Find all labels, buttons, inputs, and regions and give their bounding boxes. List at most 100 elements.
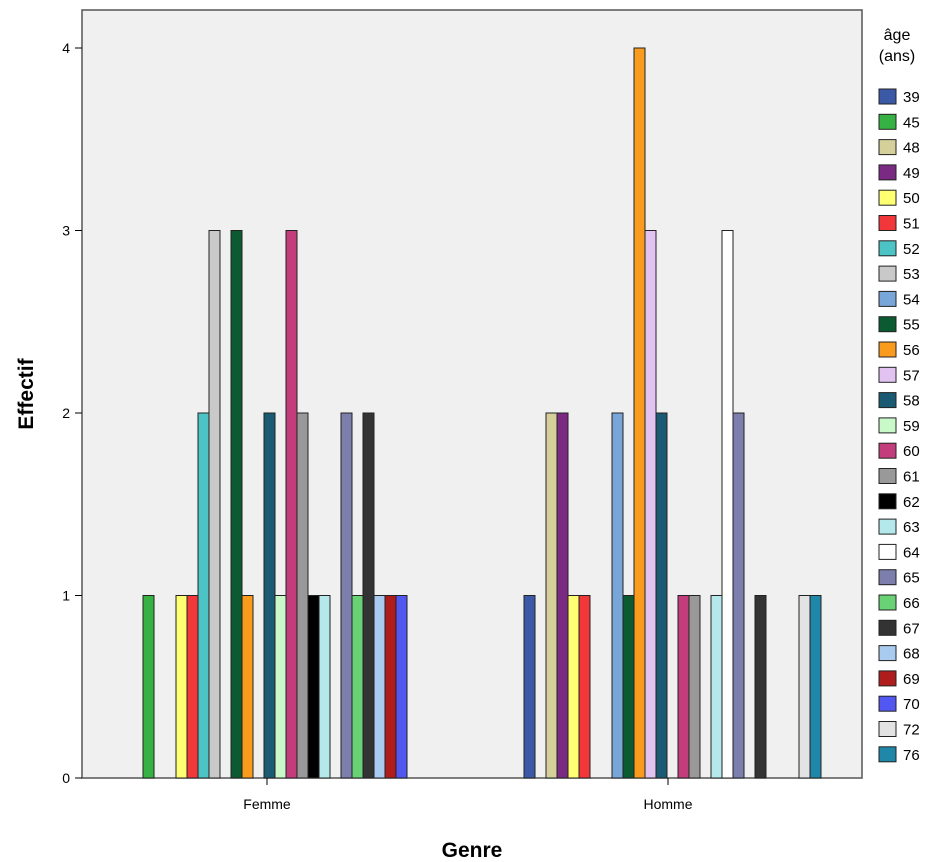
- legend-swatch-49: [878, 164, 897, 181]
- legend-swatch-59: [878, 417, 897, 434]
- bar-51-femme: [186, 595, 199, 779]
- legend-swatch-58: [878, 392, 897, 409]
- legend-title-line-2: (ans): [879, 48, 915, 65]
- bar-60-homme: [677, 595, 690, 779]
- legend-swatch-60: [878, 442, 897, 459]
- legend-swatch-65: [878, 569, 897, 586]
- bar-39-homme: [523, 595, 536, 779]
- legend-label-56: 56: [903, 342, 920, 359]
- bar-63-femme: [318, 595, 331, 779]
- bar-45-femme: [142, 595, 155, 779]
- legend-label-62: 62: [903, 494, 920, 511]
- legend-label-49: 49: [903, 165, 920, 182]
- legend-label-39: 39: [903, 89, 920, 106]
- y-tick-label: 1: [62, 588, 70, 604]
- bar-62-femme: [307, 595, 320, 779]
- legend-swatch-57: [878, 366, 897, 383]
- bar-50-homme: [567, 595, 580, 779]
- y-tick-label: 2: [62, 405, 70, 421]
- legend-label-68: 68: [903, 646, 920, 663]
- legend-swatch-55: [878, 316, 897, 333]
- legend-title-line-1: âge: [884, 27, 911, 44]
- legend-swatch-69: [878, 670, 897, 687]
- legend-label-48: 48: [903, 140, 920, 157]
- bar-60-femme: [285, 230, 298, 779]
- bar-65-femme: [340, 412, 353, 779]
- bar-63-homme: [710, 595, 723, 779]
- bar-48-homme: [545, 412, 558, 779]
- legend-swatch-66: [878, 594, 897, 611]
- bar-69-femme: [384, 595, 397, 779]
- legend-swatch-39: [878, 88, 897, 105]
- bar-56-femme: [241, 595, 254, 779]
- legend-label-59: 59: [903, 418, 920, 435]
- bar-56-homme: [633, 47, 646, 779]
- bar-65-homme: [732, 412, 745, 779]
- bar-64-homme: [721, 230, 734, 779]
- bar-72-homme: [798, 595, 811, 779]
- legend-label-50: 50: [903, 190, 920, 207]
- y-axis: 0 1 2 3 4: [62, 40, 82, 786]
- legend-swatch-53: [878, 265, 897, 282]
- bars-group: [142, 47, 822, 779]
- legend-label-54: 54: [903, 291, 920, 308]
- legend-label-55: 55: [903, 317, 920, 334]
- legend-swatch-68: [878, 645, 897, 662]
- legend-label-53: 53: [903, 266, 920, 283]
- legend-label-72: 72: [903, 722, 920, 739]
- bar-66-femme: [351, 595, 364, 779]
- legend-swatch-63: [878, 518, 897, 535]
- legend-label-69: 69: [903, 671, 920, 688]
- legend-swatch-64: [878, 543, 897, 560]
- legend-swatch-62: [878, 493, 897, 510]
- legend-swatch-56: [878, 341, 897, 358]
- bar-59-femme: [274, 595, 287, 779]
- bar-51-homme: [578, 595, 591, 779]
- legend-label-60: 60: [903, 443, 920, 460]
- legend-label-63: 63: [903, 519, 920, 536]
- legend-swatch-54: [878, 290, 897, 307]
- bar-58-homme: [655, 412, 668, 779]
- legend-label-70: 70: [903, 696, 920, 713]
- legend-swatch-76: [878, 746, 897, 763]
- x-axis: Femme Homme: [243, 778, 693, 812]
- x-tick-label: Homme: [643, 796, 692, 812]
- legend-label-67: 67: [903, 620, 920, 637]
- legend-swatch-50: [878, 189, 897, 206]
- legend-label-65: 65: [903, 570, 920, 587]
- bar-55-homme: [622, 595, 635, 779]
- legend-label-58: 58: [903, 393, 920, 410]
- y-tick-label: 3: [62, 223, 70, 239]
- legend-swatch-45: [878, 113, 897, 130]
- x-tick-label: Femme: [243, 796, 291, 812]
- bar-54-homme: [611, 412, 624, 779]
- legend-swatch-52: [878, 240, 897, 257]
- y-tick-label: 0: [62, 770, 70, 786]
- legend-label-61: 61: [903, 469, 920, 486]
- legend-label-45: 45: [903, 114, 920, 131]
- legend-swatch-51: [878, 215, 897, 231]
- bar-70-femme: [395, 595, 408, 779]
- bar-57-homme: [644, 230, 657, 779]
- y-axis-title: Effectif: [15, 357, 38, 429]
- bar-61-femme: [296, 412, 309, 779]
- legend: âge (ans) 39 45 48 49 50 51 52 53 54 55 56 57 58 59 60…: [878, 27, 920, 764]
- bar-68-femme: [373, 595, 386, 779]
- bar-58-femme: [263, 412, 276, 779]
- bar-67-femme: [362, 412, 375, 779]
- bar-61-homme: [688, 595, 701, 779]
- bar-67-homme: [754, 595, 767, 779]
- legend-swatch-67: [878, 619, 897, 636]
- legend-swatch-70: [878, 695, 897, 712]
- bar-49-homme: [556, 412, 569, 779]
- bar-52-femme: [197, 412, 210, 779]
- legend-label-64: 64: [903, 544, 920, 561]
- x-axis-title: Genre: [442, 839, 503, 862]
- bar-55-femme: [230, 230, 243, 779]
- legend-swatch-72: [878, 721, 897, 737]
- legend-label-57: 57: [903, 367, 920, 384]
- bar-53-femme: [208, 230, 221, 779]
- legend-label-76: 76: [903, 747, 920, 764]
- legend-swatch-61: [878, 468, 897, 484]
